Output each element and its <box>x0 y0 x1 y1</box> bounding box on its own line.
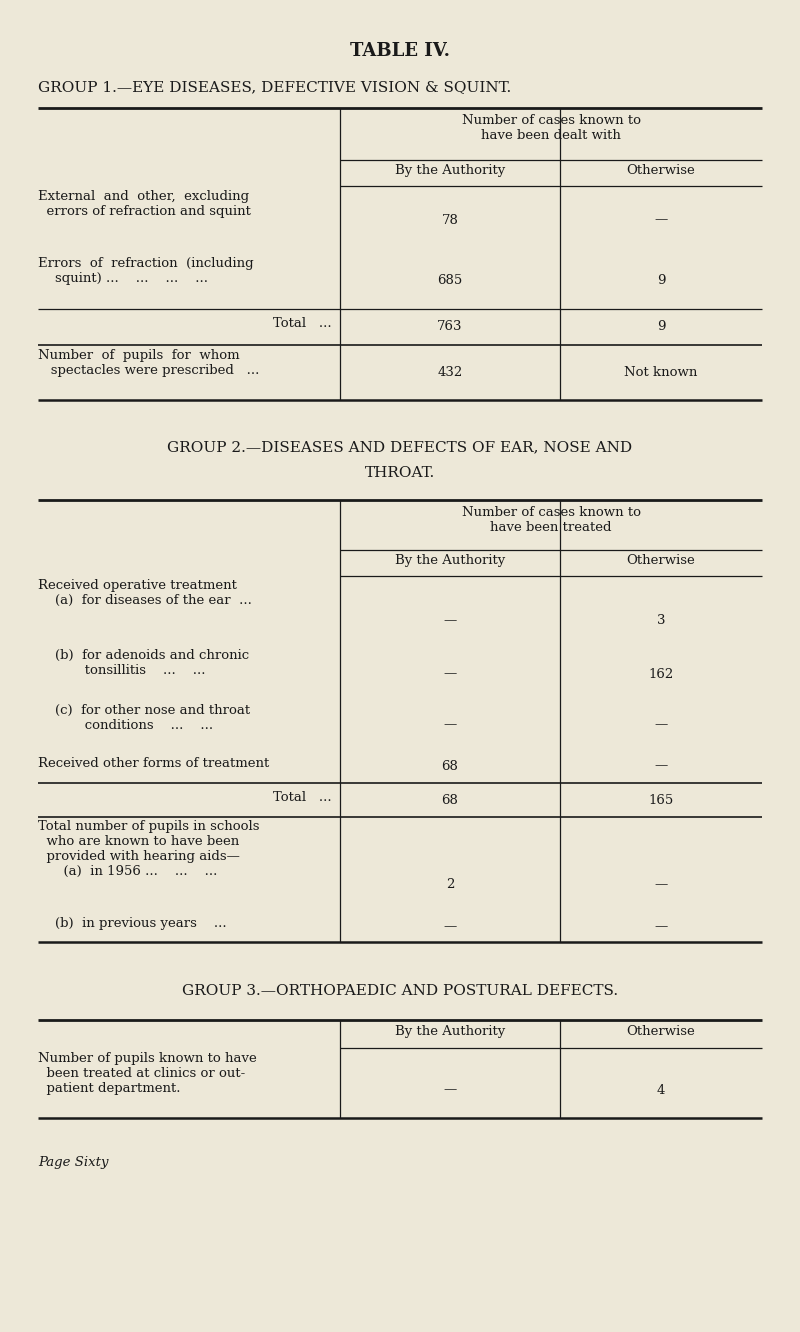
Text: —: — <box>654 213 668 226</box>
Text: 3: 3 <box>657 614 666 627</box>
Text: Page Sixty: Page Sixty <box>38 1156 109 1169</box>
Text: (b)  in previous years    ...: (b) in previous years ... <box>38 916 226 930</box>
Text: 763: 763 <box>438 321 462 333</box>
Text: 685: 685 <box>438 274 462 288</box>
Text: —: — <box>443 1083 457 1096</box>
Text: Total number of pupils in schools
  who are known to have been
  provided with h: Total number of pupils in schools who ar… <box>38 821 259 878</box>
Text: GROUP 3.—ORTHOPAEDIC AND POSTURAL DEFECTS.: GROUP 3.—ORTHOPAEDIC AND POSTURAL DEFECT… <box>182 984 618 998</box>
Text: —: — <box>654 718 668 731</box>
Text: Otherwise: Otherwise <box>626 554 695 567</box>
Text: —: — <box>654 879 668 891</box>
Text: GROUP 2.—DISEASES AND DEFECTS OF EAR, NOSE AND: GROUP 2.—DISEASES AND DEFECTS OF EAR, NO… <box>167 440 633 454</box>
Text: —: — <box>443 667 457 681</box>
Text: Errors  of  refraction  (including
    squint) ...    ...    ...    ...: Errors of refraction (including squint) … <box>38 257 254 285</box>
Text: —: — <box>654 759 668 773</box>
Text: Total   ...: Total ... <box>274 791 332 805</box>
Text: By the Authority: By the Authority <box>395 1026 505 1038</box>
Text: (b)  for adenoids and chronic
           tonsillitis    ...    ...: (b) for adenoids and chronic tonsillitis… <box>38 649 249 677</box>
Text: Total   ...: Total ... <box>274 317 332 330</box>
Text: 162: 162 <box>648 667 674 681</box>
Text: By the Authority: By the Authority <box>395 554 505 567</box>
Text: 68: 68 <box>442 759 458 773</box>
Text: 9: 9 <box>657 321 666 333</box>
Text: —: — <box>443 920 457 934</box>
Text: —: — <box>443 614 457 627</box>
Text: Otherwise: Otherwise <box>626 164 695 177</box>
Text: TABLE IV.: TABLE IV. <box>350 43 450 60</box>
Text: 9: 9 <box>657 274 666 288</box>
Text: 2: 2 <box>446 879 454 891</box>
Text: 432: 432 <box>438 366 462 380</box>
Text: Number  of  pupils  for  whom
   spectacles were prescribed   ...: Number of pupils for whom spectacles wer… <box>38 349 259 377</box>
Text: External  and  other,  excluding
  errors of refraction and squint: External and other, excluding errors of … <box>38 190 251 218</box>
Text: 165: 165 <box>648 794 674 806</box>
Text: THROAT.: THROAT. <box>365 466 435 480</box>
Text: 78: 78 <box>442 213 458 226</box>
Text: By the Authority: By the Authority <box>395 164 505 177</box>
Text: Not known: Not known <box>624 366 698 380</box>
Text: GROUP 1.—EYE DISEASES, DEFECTIVE VISION & SQUINT.: GROUP 1.—EYE DISEASES, DEFECTIVE VISION … <box>38 80 511 95</box>
Text: Number of cases known to
have been dealt with: Number of cases known to have been dealt… <box>462 115 641 143</box>
Text: Received operative treatment
    (a)  for diseases of the ear  ...: Received operative treatment (a) for dis… <box>38 579 252 607</box>
Text: Number of cases known to
have been treated: Number of cases known to have been treat… <box>462 506 641 534</box>
Text: Received other forms of treatment: Received other forms of treatment <box>38 757 270 770</box>
Text: (c)  for other nose and throat
           conditions    ...    ...: (c) for other nose and throat conditions… <box>38 705 250 733</box>
Text: Otherwise: Otherwise <box>626 1026 695 1038</box>
Text: —: — <box>654 920 668 934</box>
Text: 68: 68 <box>442 794 458 806</box>
Text: 4: 4 <box>657 1083 665 1096</box>
Text: Number of pupils known to have
  been treated at clinics or out-
  patient depar: Number of pupils known to have been trea… <box>38 1052 257 1095</box>
Text: —: — <box>443 718 457 731</box>
